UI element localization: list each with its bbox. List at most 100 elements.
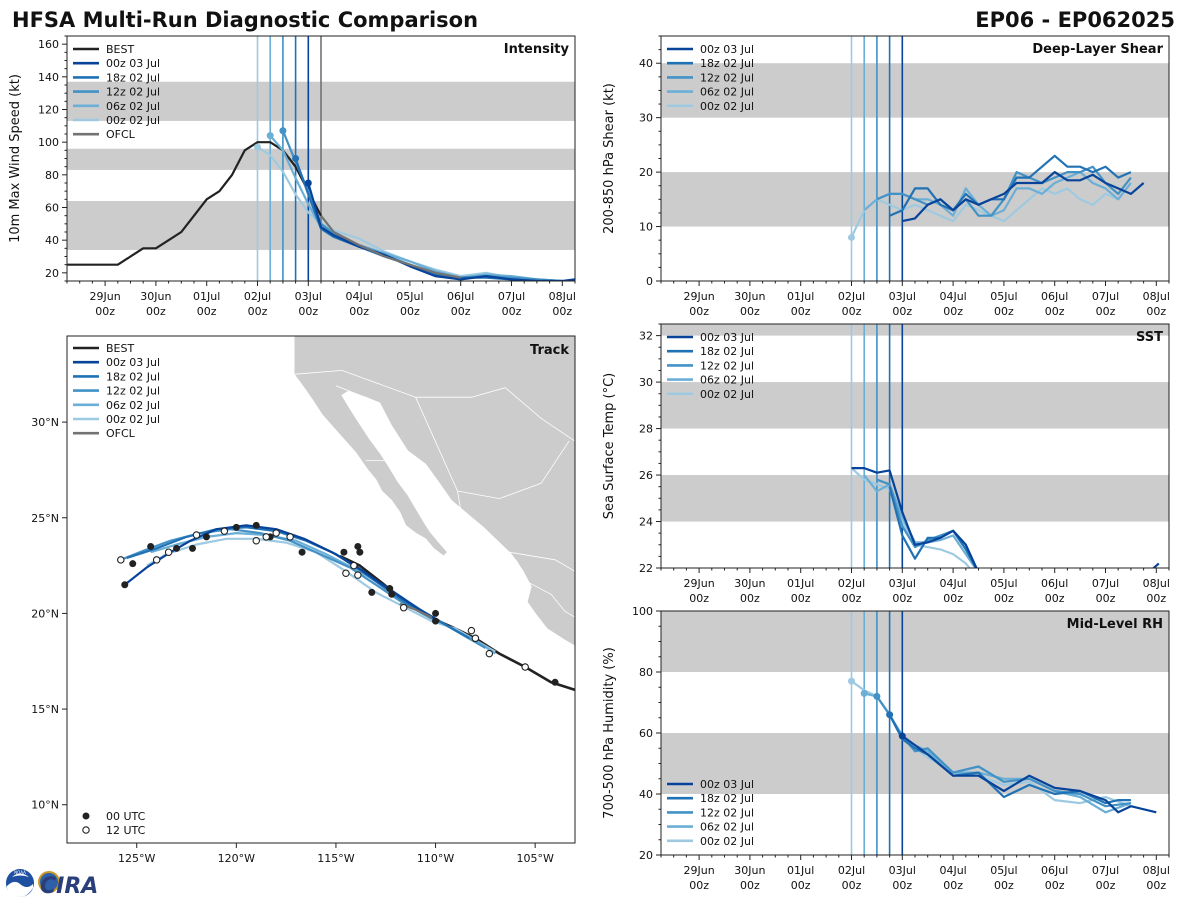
sst-xtick-label: 05Jul bbox=[990, 577, 1017, 590]
sst-xtick-sublabel: 00z bbox=[791, 592, 811, 605]
sst-ytick-label: 26 bbox=[639, 469, 653, 482]
cira-globe-icon bbox=[38, 871, 60, 893]
rh-xtick-label: 06Jul bbox=[1041, 864, 1068, 877]
track-xtick-label: 125°W bbox=[118, 852, 155, 865]
track-point-00utc bbox=[121, 581, 129, 589]
intensity-xtick-label: 05Jul bbox=[396, 290, 423, 303]
rh-xtick-label: 03Jul bbox=[889, 864, 916, 877]
track-legend-marker-00utc bbox=[82, 812, 90, 820]
shear-xtick-label: 30Jun bbox=[734, 290, 765, 303]
sst-ytick-label: 22 bbox=[639, 562, 653, 575]
rh-legend-label: 00z 03 Jul bbox=[700, 778, 754, 791]
state-border-6 bbox=[529, 582, 575, 618]
track-legend-label: 00z 02 Jul bbox=[106, 413, 160, 426]
sst-xtick-sublabel: 00z bbox=[740, 592, 760, 605]
intensity-xtick-label: 06Jul bbox=[447, 290, 474, 303]
shear-xtick-label: 07Jul bbox=[1092, 290, 1119, 303]
sst-xtick-label: 07Jul bbox=[1092, 577, 1119, 590]
sst-xtick-sublabel: 00z bbox=[943, 592, 963, 605]
rh-legend-label: 12z 02 Jul bbox=[700, 806, 754, 819]
track-xtick-label: 120°W bbox=[218, 852, 255, 865]
intensity-ytick-label: 80 bbox=[45, 169, 59, 182]
rh-xtick-sublabel: 00z bbox=[892, 879, 912, 892]
shear-legend-label: 00z 03 Jul bbox=[700, 43, 754, 56]
intensity-xtick-label: 30Jun bbox=[140, 290, 171, 303]
shear-series-00z-02-jul bbox=[850, 187, 1119, 238]
intensity-ytick-label: 160 bbox=[38, 38, 59, 51]
track-point-00utc bbox=[368, 588, 376, 596]
track-xtick-label: 110°W bbox=[417, 852, 454, 865]
intensity-start-point-06z-02-jul bbox=[266, 132, 274, 140]
track-point-12utc bbox=[354, 571, 362, 579]
sst-xtick-sublabel: 00z bbox=[689, 592, 709, 605]
track-ytick-label: 15°N bbox=[31, 703, 59, 716]
intensity-panel: 20 40 60 80 100 120 140 160 29Jun 00z 30Jun 00z 01Ju… bbox=[8, 35, 576, 318]
state-border-3 bbox=[457, 440, 570, 500]
track-point-00utc bbox=[202, 533, 210, 541]
rh-ytick-label: 20 bbox=[639, 849, 653, 862]
state-border-5 bbox=[509, 551, 575, 572]
sst-xtick-sublabel: 00z bbox=[892, 592, 912, 605]
shear-xtick-sublabel: 00z bbox=[791, 305, 811, 318]
track-point-00utc bbox=[252, 521, 260, 529]
intensity-legend-label: BEST bbox=[106, 43, 134, 56]
sst-band-2 bbox=[661, 324, 1169, 336]
track-point-00utc bbox=[356, 548, 364, 556]
intensity-series-06z-02-jul bbox=[269, 134, 563, 281]
track-ytick-label: 20°N bbox=[31, 607, 59, 620]
rh-band-1 bbox=[661, 611, 1169, 672]
track-plot-area bbox=[67, 336, 575, 843]
track-point-12utc bbox=[467, 626, 476, 635]
track-point-12utc bbox=[117, 556, 125, 564]
intensity-xtick-sublabel: 00z bbox=[552, 305, 572, 318]
shear-xtick-sublabel: 00z bbox=[842, 305, 862, 318]
track-legend-marker-label: 00 UTC bbox=[106, 810, 146, 823]
shear-xtick-label: 02Jul bbox=[838, 290, 865, 303]
intensity-legend-label: 12z 02 Jul bbox=[106, 86, 160, 99]
track-point-12utc bbox=[252, 536, 261, 545]
rh-series-18z-02-jul bbox=[888, 714, 1131, 805]
state-border-1 bbox=[335, 385, 380, 404]
track-point-00utc bbox=[189, 544, 197, 552]
track-point-00utc bbox=[147, 542, 155, 550]
sst-series-18z-02-jul bbox=[888, 486, 978, 568]
rh-ytick-label: 100 bbox=[632, 605, 653, 618]
rh-ytick-label: 40 bbox=[639, 788, 653, 801]
sst-xtick-label: 29Jun bbox=[684, 577, 715, 590]
shear-xtick-sublabel: 00z bbox=[943, 305, 963, 318]
intensity-start-point-00z-03-jul bbox=[304, 179, 312, 187]
rh-ytick-label: 80 bbox=[639, 666, 653, 679]
track-panel: 125°W 120°W 115°W 110°W 105°W 10°N 15°N 20°N 25°… bbox=[31, 335, 576, 865]
track-point-00utc bbox=[129, 560, 137, 568]
track-point-00utc bbox=[173, 544, 181, 552]
storm-id: EP06 - EP062025 bbox=[975, 8, 1175, 32]
rh-legend-label: 18z 02 Jul bbox=[700, 792, 754, 805]
rh-start-point-00z-02-jul bbox=[848, 677, 855, 685]
shear-panel-title: Deep-Layer Shear bbox=[1032, 42, 1163, 57]
track-point-12utc bbox=[342, 569, 350, 577]
intensity-series-best bbox=[67, 141, 322, 266]
track-legend-label: OFCL bbox=[106, 427, 136, 440]
rh-xtick-sublabel: 00z bbox=[689, 879, 709, 892]
track-legend-marker-label: 12 UTC bbox=[106, 824, 146, 837]
shear-legend-label: 06z 02 Jul bbox=[700, 86, 754, 99]
sst-xtick-label: 02Jul bbox=[838, 577, 865, 590]
track-point-12utc bbox=[262, 533, 270, 541]
sst-band-1 bbox=[661, 382, 1169, 429]
rh-xtick-sublabel: 00z bbox=[994, 879, 1014, 892]
sst-ylabel: Sea Surface Temp (°C) bbox=[602, 373, 617, 520]
sst-legend-label: 18z 02 Jul bbox=[700, 345, 754, 358]
track-ytick-label: 30°N bbox=[31, 416, 59, 429]
shear-xtick-sublabel: 00z bbox=[740, 305, 760, 318]
intensity-xtick-label: 02Jul bbox=[244, 290, 271, 303]
rh-xtick-label: 01Jul bbox=[787, 864, 814, 877]
intensity-xtick-sublabel: 00z bbox=[298, 305, 318, 318]
shear-xtick-sublabel: 00z bbox=[994, 305, 1014, 318]
track-legend-label: 06z 02 Jul bbox=[106, 399, 160, 412]
track-point-00utc bbox=[354, 542, 362, 550]
track-point-00utc bbox=[298, 548, 306, 556]
intensity-xtick-sublabel: 00z bbox=[502, 305, 522, 318]
shear-xtick-label: 03Jul bbox=[889, 290, 916, 303]
intensity-xtick-sublabel: 00z bbox=[451, 305, 471, 318]
intensity-panel-title: Intensity bbox=[504, 42, 570, 57]
